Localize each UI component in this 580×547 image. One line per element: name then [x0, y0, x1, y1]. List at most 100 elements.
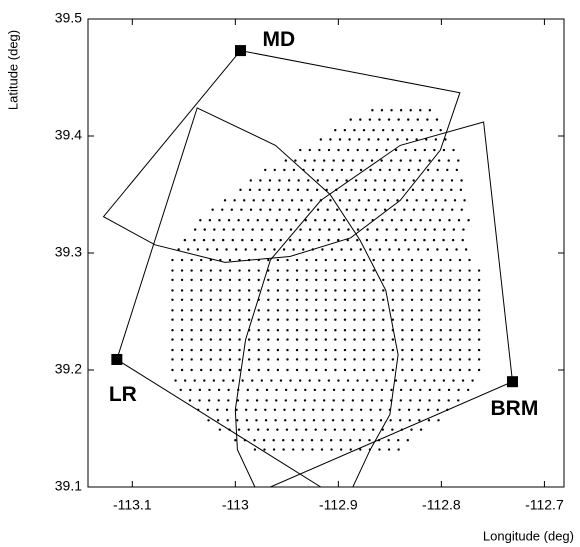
grid-dot	[322, 419, 325, 422]
grid-dot	[372, 258, 375, 262]
grid-dot	[389, 419, 392, 422]
grid-dot	[334, 269, 337, 272]
grid-dot	[324, 278, 327, 282]
grid-dot	[311, 168, 315, 172]
grid-dot	[227, 388, 230, 392]
grid-dot	[334, 278, 337, 282]
grid-dot	[318, 228, 321, 231]
grid-dot	[238, 309, 241, 312]
grid-dot	[225, 248, 228, 251]
grid-dot	[391, 428, 394, 431]
grid-dot	[437, 399, 441, 402]
grid-dot	[275, 388, 278, 392]
grid-dot	[420, 348, 423, 352]
grid-dot	[244, 248, 247, 251]
grid-dot	[359, 168, 363, 172]
grid-dot	[264, 419, 268, 422]
grid-dot	[388, 168, 391, 172]
grid-dot	[356, 148, 359, 152]
grid-dot	[438, 219, 442, 222]
grid-dot	[305, 318, 308, 321]
grid-dot	[305, 348, 308, 352]
grid-dot	[256, 219, 259, 222]
grid-dot	[401, 128, 404, 132]
grid-dot	[215, 248, 219, 251]
grid-dot	[360, 419, 364, 422]
grid-dot	[446, 168, 449, 172]
grid-dot	[468, 318, 471, 321]
grid-dot	[222, 379, 225, 382]
grid-dot	[350, 168, 353, 172]
grid-dot	[365, 238, 369, 242]
grid-dot	[276, 289, 280, 292]
grid-dot	[266, 219, 269, 222]
grid-dot	[458, 289, 462, 292]
grid-dot	[436, 248, 439, 251]
grid-dot	[289, 228, 293, 231]
grid-dot	[433, 148, 436, 152]
grid-dot	[468, 348, 471, 352]
grid-dot	[225, 408, 229, 411]
grid-dot	[334, 338, 337, 341]
grid-dot	[254, 408, 257, 411]
grid-dot	[423, 238, 426, 242]
grid-dot	[353, 329, 356, 332]
grid-dot	[287, 188, 290, 192]
grid-dot	[235, 408, 238, 411]
grid-dot	[267, 258, 270, 262]
grid-dot	[307, 208, 310, 211]
grid-dot	[230, 208, 234, 211]
grid-dot	[371, 388, 374, 392]
grid-dot	[332, 399, 335, 402]
grid-dot	[267, 318, 270, 321]
grid-dot	[382, 348, 385, 352]
grid-dot	[429, 128, 433, 132]
grid-dot	[200, 329, 203, 332]
grid-dot	[293, 419, 296, 422]
x-tick-label: -113	[222, 497, 249, 513]
grid-dot	[203, 228, 206, 231]
grid-dot	[324, 269, 327, 272]
grid-dot	[391, 358, 395, 361]
grid-dot	[458, 278, 462, 282]
grid-dot	[180, 329, 184, 332]
grid-dot	[251, 379, 254, 382]
grid-dot	[399, 388, 403, 392]
grid-dot	[439, 309, 442, 312]
grid-dot	[337, 379, 340, 382]
grid-dot	[238, 358, 241, 361]
grid-dot	[368, 439, 371, 442]
grid-dot	[372, 298, 375, 301]
grid-dot	[461, 238, 464, 242]
grid-dot	[209, 278, 213, 282]
grid-dot	[297, 208, 301, 211]
grid-dot	[270, 379, 273, 382]
grid-dot	[343, 278, 347, 282]
grid-dot	[348, 199, 351, 202]
grid-dot	[343, 358, 347, 361]
grid-dot	[439, 318, 442, 321]
grid-dot	[286, 368, 289, 372]
grid-dot	[295, 289, 299, 292]
grid-dot	[361, 388, 364, 392]
grid-dot	[318, 148, 321, 152]
grid-dot	[267, 289, 270, 292]
grid-dot	[382, 318, 385, 321]
grid-dot	[409, 159, 412, 162]
station-layer: MD LR BRM	[109, 28, 538, 420]
grid-dot	[437, 419, 440, 422]
grid-dot	[439, 289, 442, 292]
grid-dot	[356, 238, 359, 242]
grid-dot	[460, 208, 463, 211]
grid-dot	[356, 379, 359, 382]
grid-dot	[381, 219, 384, 222]
grid-dot	[404, 148, 407, 152]
grid-dot	[372, 338, 375, 341]
y-tick-label: 39.2	[55, 361, 82, 377]
grid-dot	[209, 289, 213, 292]
grid-dot	[314, 219, 317, 222]
grid-dot	[449, 289, 452, 292]
grid-dot	[449, 278, 452, 282]
grid-dot	[357, 199, 361, 202]
grid-dot	[419, 428, 423, 431]
